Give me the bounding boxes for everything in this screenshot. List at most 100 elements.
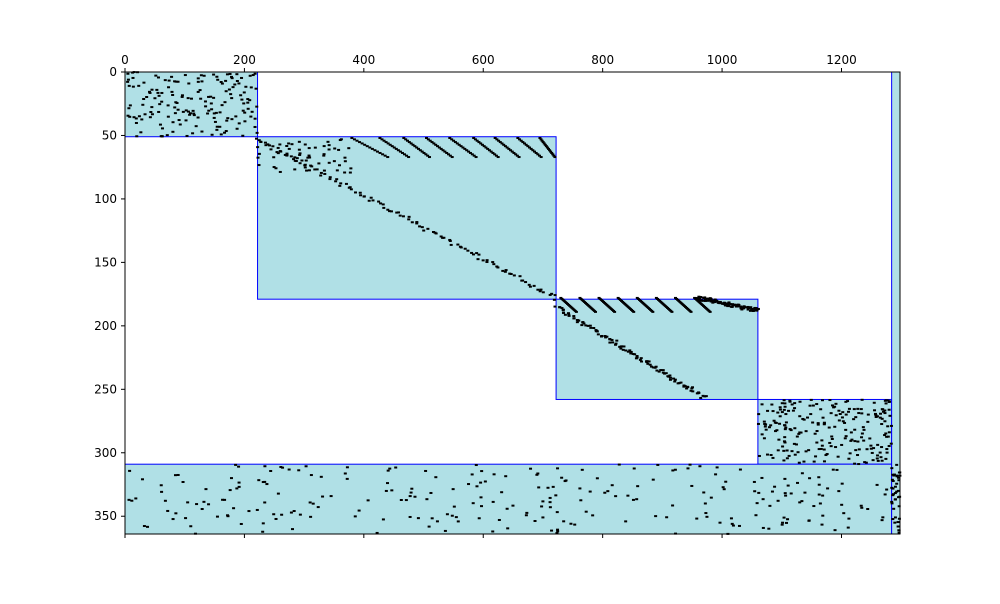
nonzero-mark	[415, 146, 419, 149]
nonzero-mark	[170, 90, 174, 93]
nonzero-mark	[328, 178, 332, 181]
nonzero-mark	[771, 456, 775, 459]
nonzero-mark	[191, 132, 195, 135]
nonzero-mark	[760, 476, 764, 479]
nonzero-mark	[514, 153, 518, 156]
nonzero-mark	[864, 461, 868, 464]
nonzero-mark	[847, 410, 851, 413]
nonzero-mark	[199, 97, 203, 100]
nonzero-mark	[388, 467, 392, 470]
nonzero-mark	[495, 138, 499, 141]
nonzero-mark	[883, 434, 887, 437]
nonzero-mark	[631, 498, 635, 501]
nonzero-mark	[762, 420, 766, 423]
nonzero-mark	[224, 130, 228, 133]
nonzero-mark	[747, 306, 751, 309]
nonzero-mark	[736, 305, 740, 308]
nonzero-mark	[830, 437, 834, 440]
nonzero-mark	[783, 492, 787, 495]
nonzero-mark	[310, 165, 314, 168]
nonzero-mark	[737, 524, 741, 527]
nonzero-mark	[856, 454, 860, 457]
nonzero-mark	[240, 98, 244, 101]
nonzero-mark	[456, 243, 460, 246]
nonzero-mark	[322, 154, 326, 157]
nonzero-mark	[817, 483, 821, 486]
nonzero-mark	[879, 456, 883, 459]
nonzero-mark	[789, 492, 793, 495]
nonzero-mark	[676, 382, 680, 385]
nonzero-mark	[479, 142, 483, 145]
nonzero-mark	[887, 431, 891, 434]
nonzero-mark	[837, 490, 841, 493]
nonzero-mark	[200, 130, 204, 133]
nonzero-mark	[321, 495, 325, 498]
nonzero-mark	[375, 150, 379, 153]
nonzero-mark	[881, 410, 885, 413]
nonzero-mark	[817, 476, 821, 479]
nonzero-mark	[800, 500, 804, 503]
nonzero-mark	[401, 215, 405, 218]
y-tick-label: 300	[94, 446, 117, 460]
nonzero-mark	[407, 215, 411, 218]
nonzero-mark	[824, 454, 828, 457]
nonzero-mark	[611, 341, 615, 344]
nonzero-mark	[574, 310, 578, 313]
nonzero-mark	[816, 422, 820, 425]
nonzero-mark	[287, 142, 291, 145]
nonzero-mark	[409, 491, 413, 494]
nonzero-mark	[768, 504, 772, 507]
nonzero-mark	[470, 153, 474, 156]
nonzero-mark	[434, 476, 438, 479]
nonzero-mark	[879, 412, 883, 415]
nonzero-mark	[191, 109, 195, 112]
nonzero-mark	[323, 172, 327, 175]
nonzero-mark	[760, 403, 764, 406]
nonzero-mark	[892, 507, 896, 510]
nonzero-mark	[230, 77, 234, 80]
nonzero-mark	[215, 75, 219, 78]
nonzero-mark	[549, 150, 553, 153]
nonzero-mark	[343, 472, 347, 475]
nonzero-mark	[891, 518, 895, 521]
nonzero-mark	[778, 406, 782, 409]
nonzero-mark	[819, 447, 823, 450]
nonzero-mark	[863, 461, 867, 464]
nonzero-mark	[475, 485, 479, 488]
nonzero-mark	[818, 502, 822, 505]
nonzero-mark	[338, 139, 342, 142]
nonzero-mark	[501, 269, 505, 272]
nonzero-mark	[352, 138, 356, 141]
nonzero-mark	[480, 470, 484, 473]
nonzero-mark	[249, 115, 253, 118]
nonzero-mark	[319, 174, 323, 177]
nonzero-mark	[130, 499, 134, 502]
nonzero-mark	[895, 482, 899, 485]
nonzero-mark	[491, 261, 495, 264]
nonzero-mark	[866, 508, 870, 511]
nonzero-mark	[167, 86, 171, 89]
nonzero-mark	[534, 151, 538, 154]
nonzero-mark	[395, 211, 399, 214]
nonzero-mark	[548, 149, 552, 152]
nonzero-mark	[475, 252, 479, 255]
nonzero-mark	[691, 390, 695, 393]
nonzero-mark	[166, 104, 170, 107]
nonzero-mark	[584, 324, 588, 327]
nonzero-mark	[895, 490, 899, 493]
nonzero-mark	[844, 400, 848, 403]
nonzero-mark	[482, 145, 486, 148]
nonzero-mark	[703, 395, 707, 398]
nonzero-mark	[480, 505, 484, 508]
x-tick-label: 600	[472, 53, 495, 67]
nonzero-mark	[798, 415, 802, 418]
nonzero-mark	[893, 492, 897, 495]
nonzero-mark	[754, 308, 758, 311]
nonzero-mark	[563, 480, 567, 483]
nonzero-mark	[614, 343, 618, 346]
nonzero-mark	[838, 412, 842, 415]
nonzero-mark	[272, 156, 276, 159]
nonzero-mark	[510, 150, 514, 153]
nonzero-mark	[224, 79, 228, 82]
nonzero-mark	[487, 149, 491, 152]
